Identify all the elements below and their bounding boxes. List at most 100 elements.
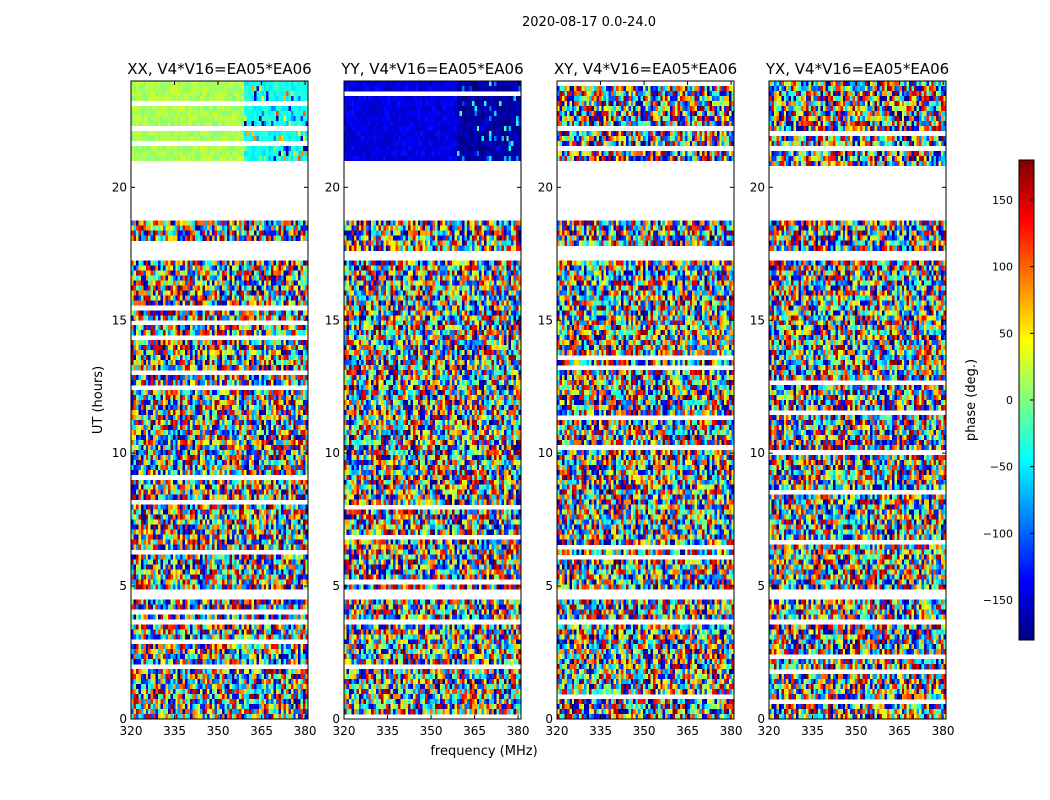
heatmap-cell xyxy=(278,534,282,540)
heatmap-cell xyxy=(199,340,203,346)
heatmap-cell xyxy=(202,280,206,286)
heatmap-cell xyxy=(266,365,269,371)
heatmap-cell xyxy=(300,514,304,520)
heatmap-cell xyxy=(229,554,233,560)
heatmap-cell xyxy=(138,330,142,336)
heatmap-cell xyxy=(241,409,245,416)
heatmap-cell xyxy=(177,325,181,331)
heatmap-cell xyxy=(256,400,260,406)
heatmap-cell xyxy=(261,395,265,401)
heatmap-cell xyxy=(249,409,252,416)
heatmap-cell xyxy=(145,130,149,137)
heatmap-cell xyxy=(194,325,198,331)
heatmap-cell xyxy=(251,315,255,321)
heatmap-cell xyxy=(197,85,201,92)
heatmap-cell xyxy=(133,439,137,446)
heatmap-cell xyxy=(148,554,151,560)
heatmap-cell xyxy=(138,484,142,491)
heatmap-cell xyxy=(229,524,233,530)
heatmap-cell xyxy=(239,300,242,306)
heatmap-cell xyxy=(162,444,166,451)
heatmap-cell xyxy=(172,494,176,500)
heatmap-cell xyxy=(214,509,218,515)
heatmap-cell xyxy=(207,270,210,276)
heatmap-cell xyxy=(165,544,169,550)
heatmap-cell xyxy=(209,115,213,122)
heatmap-cell xyxy=(303,120,306,127)
heatmap-cell xyxy=(231,365,235,371)
heatmap-cell xyxy=(180,150,183,157)
heatmap-cell xyxy=(165,345,169,351)
heatmap-cell xyxy=(273,130,277,137)
heatmap-cell xyxy=(293,375,297,381)
heatmap-cell xyxy=(256,330,260,336)
heatmap-cell xyxy=(239,390,242,396)
heatmap-cell xyxy=(251,434,255,441)
heatmap-cell xyxy=(249,115,252,122)
heatmap-cell xyxy=(138,350,142,356)
heatmap-cell xyxy=(204,315,208,321)
heatmap-cell xyxy=(158,325,161,331)
heatmap-cell xyxy=(305,225,309,231)
heatmap-cell xyxy=(187,115,191,122)
heatmap-cell xyxy=(271,469,274,476)
heatmap-cell xyxy=(145,265,149,271)
heatmap-cell xyxy=(177,135,181,142)
heatmap-cell xyxy=(143,290,147,296)
heatmap-cell xyxy=(217,150,220,157)
heatmap-cell xyxy=(148,529,151,535)
heatmap-cell xyxy=(212,350,215,356)
heatmap-cell xyxy=(224,145,228,152)
heatmap-cell xyxy=(170,469,174,476)
heatmap-cell xyxy=(190,494,193,500)
heatmap-cell xyxy=(150,429,154,436)
heatmap-cell xyxy=(194,150,198,157)
heatmap-cell xyxy=(268,489,272,495)
heatmap-cell xyxy=(226,514,230,520)
heatmap-cell xyxy=(140,534,144,540)
heatmap-cell xyxy=(192,285,196,291)
heatmap-cell xyxy=(288,230,292,236)
heatmap-cell xyxy=(155,484,159,491)
heatmap-cell xyxy=(239,81,242,87)
heatmap-cell xyxy=(180,419,183,426)
heatmap-cell xyxy=(199,265,203,271)
heatmap-cell xyxy=(285,390,289,396)
heatmap-cell xyxy=(285,479,289,486)
heatmap-cell xyxy=(170,340,174,346)
heatmap-cell xyxy=(278,494,282,500)
heatmap-cell xyxy=(212,544,215,550)
heatmap-cell xyxy=(288,95,292,102)
heatmap-cell xyxy=(305,130,309,137)
heatmap-cell xyxy=(185,489,188,495)
heatmap-cell xyxy=(138,404,142,411)
heatmap-cell xyxy=(204,504,208,510)
heatmap-cell xyxy=(288,390,292,396)
heatmap-cell xyxy=(288,110,292,117)
heatmap-cell xyxy=(263,130,267,137)
heatmap-cell xyxy=(204,429,208,436)
heatmap-cell xyxy=(246,514,250,520)
heatmap-cell xyxy=(135,479,139,486)
heatmap-cell xyxy=(165,429,169,436)
heatmap-cell xyxy=(268,375,272,381)
heatmap-cell xyxy=(197,439,201,446)
heatmap-cell xyxy=(288,434,292,441)
heatmap-cell xyxy=(256,484,260,491)
heatmap-cell xyxy=(165,90,169,97)
heatmap-cell xyxy=(258,310,262,316)
heatmap-cell xyxy=(290,544,294,550)
heatmap-cell xyxy=(283,105,287,112)
heatmap-cell xyxy=(207,365,210,371)
heatmap-cell xyxy=(276,519,279,525)
heatmap-cell xyxy=(239,230,242,236)
heatmap-cell xyxy=(153,285,156,291)
heatmap-cell xyxy=(229,315,233,321)
heatmap-cell xyxy=(190,270,193,276)
heatmap-cell xyxy=(271,270,274,276)
heatmap-cell xyxy=(221,390,225,396)
heatmap-cell xyxy=(165,130,169,137)
heatmap-cell xyxy=(221,449,225,456)
heatmap-cell xyxy=(285,330,289,336)
heatmap-cell xyxy=(273,360,277,366)
